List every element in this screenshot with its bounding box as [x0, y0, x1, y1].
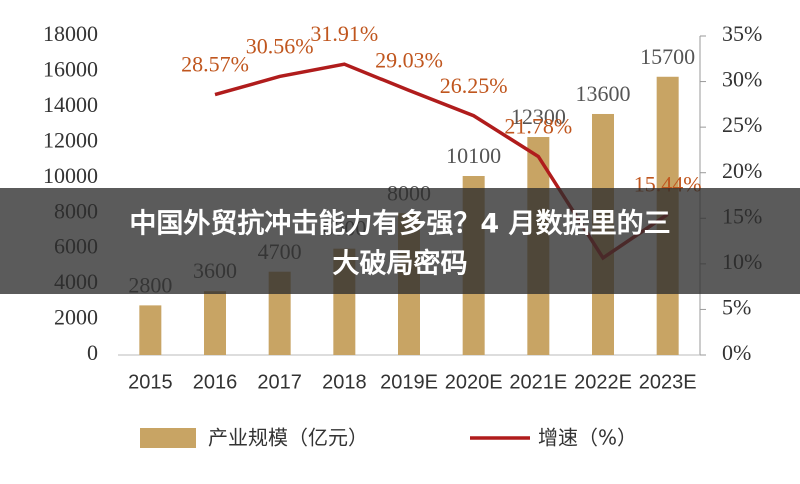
line-value-label: 29.03%	[375, 47, 443, 72]
line-value-label: 21.78%	[504, 114, 572, 139]
line-value-label: 30.56%	[246, 34, 314, 59]
y2-tick-label: 20%	[722, 158, 762, 183]
bar-value-label: 15700	[640, 44, 695, 69]
x-tick-label: 2015	[128, 371, 173, 393]
x-tick-label: 2019E	[380, 371, 438, 393]
x-tick-label: 2023E	[639, 371, 697, 393]
line-value-label: 31.91%	[310, 21, 378, 46]
title-banner	[0, 188, 800, 294]
y2-tick-label: 0%	[722, 340, 751, 365]
y2-tick-label: 25%	[722, 112, 762, 137]
banner-title: 中国外贸抗冲击能力有多强？4 月数据里的三	[129, 208, 670, 240]
y-tick-label: 2000	[54, 305, 98, 330]
y-tick-label: 0	[87, 340, 98, 365]
x-tick-label: 2018	[322, 371, 367, 393]
x-tick-label: 2021E	[509, 371, 567, 393]
x-tick-label: 2022E	[574, 371, 632, 393]
x-tick-label: 2020E	[445, 371, 503, 393]
bar-value-label: 10100	[446, 143, 501, 168]
legend-swatch	[140, 428, 196, 448]
y-tick-label: 18000	[43, 21, 98, 46]
y2-tick-label: 35%	[722, 21, 762, 46]
bar	[204, 291, 226, 355]
y2-tick-label: 5%	[722, 294, 751, 319]
banner-title: 大破局密码	[333, 248, 468, 280]
bar-value-label: 12300	[511, 104, 566, 129]
y-tick-label: 12000	[43, 127, 98, 152]
y2-tick-label: 30%	[722, 67, 762, 92]
bar	[139, 305, 162, 355]
y-tick-label: 10000	[43, 163, 98, 188]
x-tick-label: 2016	[193, 371, 238, 393]
line-value-label: 28.57%	[181, 52, 249, 77]
bar-value-label: 13600	[576, 81, 631, 106]
legend-label: 产业规模（亿元）	[208, 426, 368, 450]
line-value-label: 26.25%	[440, 73, 508, 98]
y-tick-label: 14000	[43, 92, 98, 117]
legend-label: 增速（%）	[538, 426, 637, 450]
x-tick-label: 2017	[257, 371, 302, 393]
y-tick-label: 16000	[43, 56, 98, 81]
